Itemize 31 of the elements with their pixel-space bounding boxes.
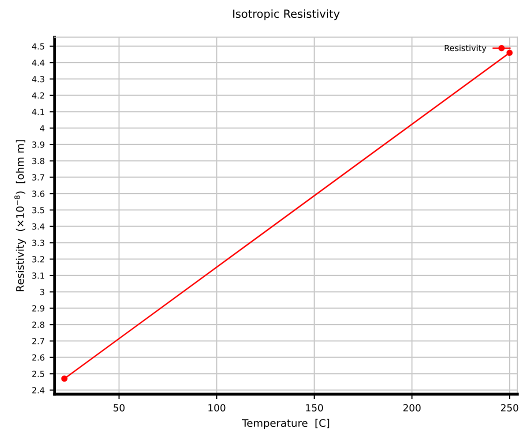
y-tick-label: 3.3	[32, 240, 44, 246]
y-tick-label: 3	[40, 288, 44, 296]
x-tick-label: 200	[403, 404, 421, 412]
y-tick-label: 4.1	[32, 108, 44, 115]
x-axis-title: Temperature [C]	[242, 418, 330, 429]
y-tick-label: 3.9	[32, 141, 44, 148]
y-tick-label: 3.7	[32, 174, 44, 181]
y-tick-label: 2.5	[32, 370, 44, 378]
chart-title: Isotropic Resistivity	[233, 9, 340, 20]
y-tick-label: 2.6	[32, 354, 44, 361]
y-tick-label: 3.6	[32, 190, 44, 197]
y-tick-label: 2.8	[32, 322, 44, 328]
x-tick-label: 50	[114, 404, 125, 412]
x-tick-label: 150	[306, 404, 323, 412]
y-tick-label: 3.1	[32, 272, 44, 279]
y-tick-label: 3.5	[32, 206, 44, 214]
y-tick-label: 3.2	[32, 256, 44, 262]
legend-label: Resistivity	[444, 44, 486, 53]
y-tick-label: 4.4	[32, 60, 44, 66]
y-axis-title: Resistivity (×10$^{−8}$) [ohm m]	[14, 140, 26, 292]
y-tick-label: 3.4	[32, 223, 44, 230]
x-tick-label: 250	[501, 404, 518, 412]
y-tick-label: 2.7	[32, 338, 44, 344]
y-tick-label: 3.8	[32, 158, 44, 164]
y-tick-label: 4.3	[32, 76, 44, 82]
y-tick-label: 4	[40, 125, 44, 132]
y-tick-label: 4.2	[32, 92, 44, 99]
x-tick-label: 100	[208, 404, 226, 412]
y-tick-label: 2.4	[32, 387, 44, 394]
y-tick-label: 2.9	[32, 305, 44, 312]
y-tick-label: 4.5	[32, 43, 44, 50]
